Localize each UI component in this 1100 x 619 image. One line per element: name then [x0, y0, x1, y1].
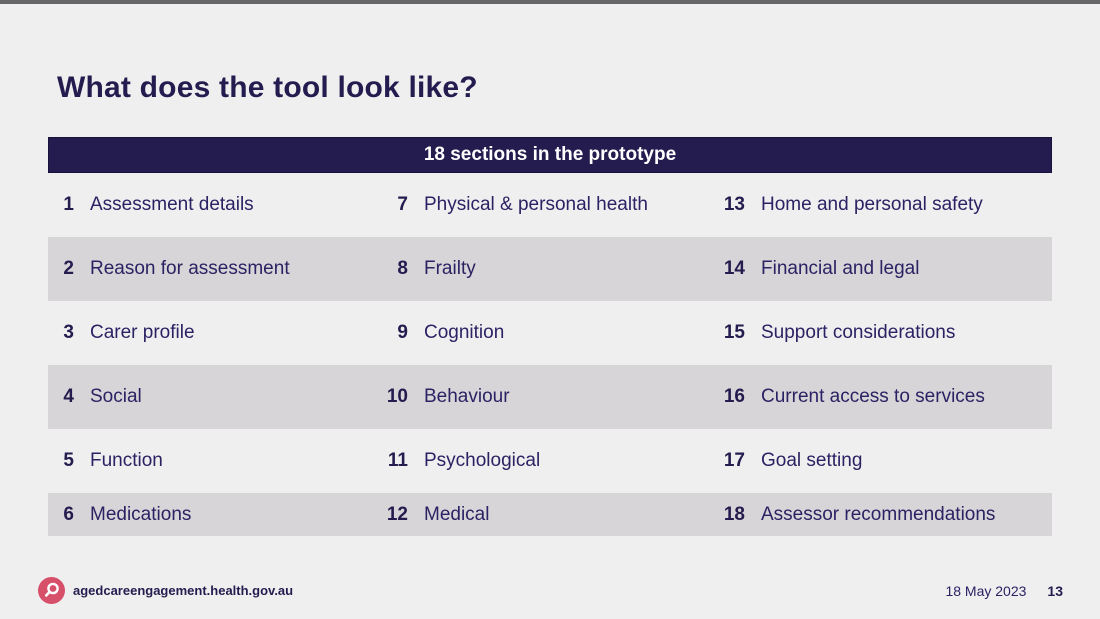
section-number: 13 — [723, 194, 745, 215]
section-label: Reason for assessment — [90, 258, 290, 279]
section-label: Carer profile — [90, 322, 195, 343]
page-title: What does the tool look like? — [57, 71, 478, 104]
section-number: 10 — [386, 386, 408, 407]
table-row: 1 Assessment details 7 Physical & person… — [48, 173, 1052, 237]
section-number: 11 — [387, 450, 408, 471]
section-number: 1 — [63, 194, 74, 215]
section-number: 5 — [63, 450, 74, 471]
section-cell: 6 Medications — [48, 493, 371, 536]
table-row: 5 Function 11 Psychological 17 Goal sett… — [48, 429, 1052, 493]
section-cell: 13 Home and personal safety — [708, 173, 1052, 237]
section-cell: 10 Behaviour — [371, 365, 708, 429]
section-cell: 18 Assessor recommendations — [708, 493, 1052, 536]
table-row: 3 Carer profile 9 Cognition 15 Support c… — [48, 301, 1052, 365]
section-label: Frailty — [424, 258, 476, 279]
section-label: Assessment details — [90, 194, 254, 215]
section-cell: 7 Physical & personal health — [371, 173, 708, 237]
section-cell: 12 Medical — [371, 493, 708, 536]
table-row: 6 Medications 12 Medical 18 Assessor rec… — [48, 493, 1052, 536]
top-border-strip — [0, 0, 1100, 4]
section-label: Physical & personal health — [424, 194, 648, 215]
section-cell: 9 Cognition — [371, 301, 708, 365]
table-row: 4 Social 10 Behaviour 16 Current access … — [48, 365, 1052, 429]
section-label: Medical — [424, 503, 490, 525]
section-cell: 8 Frailty — [371, 237, 708, 301]
footer-website-url: agedcareengagement.health.gov.au — [73, 583, 294, 598]
section-label: Behaviour — [424, 386, 510, 407]
section-number: 17 — [723, 450, 745, 471]
section-cell: 16 Current access to services — [708, 365, 1052, 429]
section-number: 3 — [63, 322, 74, 343]
table-header: 18 sections in the prototype — [48, 137, 1052, 173]
section-label: Goal setting — [761, 450, 863, 471]
slide-page-number: 13 — [1047, 583, 1063, 599]
section-number: 8 — [397, 258, 408, 279]
sections-table: 18 sections in the prototype 1 Assessmen… — [48, 137, 1052, 536]
section-cell: 1 Assessment details — [48, 173, 371, 237]
section-cell: 11 Psychological — [371, 429, 708, 493]
slide-date: 18 May 2023 — [945, 583, 1027, 599]
section-label: Current access to services — [761, 386, 985, 407]
section-cell: 15 Support considerations — [708, 301, 1052, 365]
section-number: 15 — [723, 322, 745, 343]
section-cell: 14 Financial and legal — [708, 237, 1052, 301]
section-cell: 4 Social — [48, 365, 371, 429]
section-label: Social — [90, 386, 142, 407]
section-label: Financial and legal — [761, 258, 920, 279]
footer-branding: agedcareengagement.health.gov.au — [38, 577, 293, 604]
section-number: 14 — [723, 258, 745, 279]
section-label: Support considerations — [761, 322, 956, 343]
section-label: Medications — [90, 503, 192, 525]
section-cell: 5 Function — [48, 429, 371, 493]
section-cell: 2 Reason for assessment — [48, 237, 371, 301]
section-cell: 3 Carer profile — [48, 301, 371, 365]
magnifier-icon — [38, 577, 65, 604]
footer-meta: 18 May 2023 13 — [945, 583, 1063, 599]
section-label: Psychological — [424, 450, 541, 471]
section-number: 18 — [723, 503, 745, 525]
section-number: 7 — [397, 194, 408, 215]
section-cell: 17 Goal setting — [708, 429, 1052, 493]
section-label: Assessor recommendations — [761, 503, 996, 525]
section-number: 6 — [63, 503, 74, 525]
section-label: Cognition — [424, 322, 505, 343]
section-number: 4 — [63, 386, 74, 407]
section-label: Home and personal safety — [761, 194, 983, 215]
section-number: 12 — [386, 503, 408, 525]
table-row: 2 Reason for assessment 8 Frailty 14 Fin… — [48, 237, 1052, 301]
section-number: 2 — [63, 258, 74, 279]
section-number: 9 — [397, 322, 408, 343]
section-label: Function — [90, 450, 163, 471]
section-number: 16 — [723, 386, 745, 407]
